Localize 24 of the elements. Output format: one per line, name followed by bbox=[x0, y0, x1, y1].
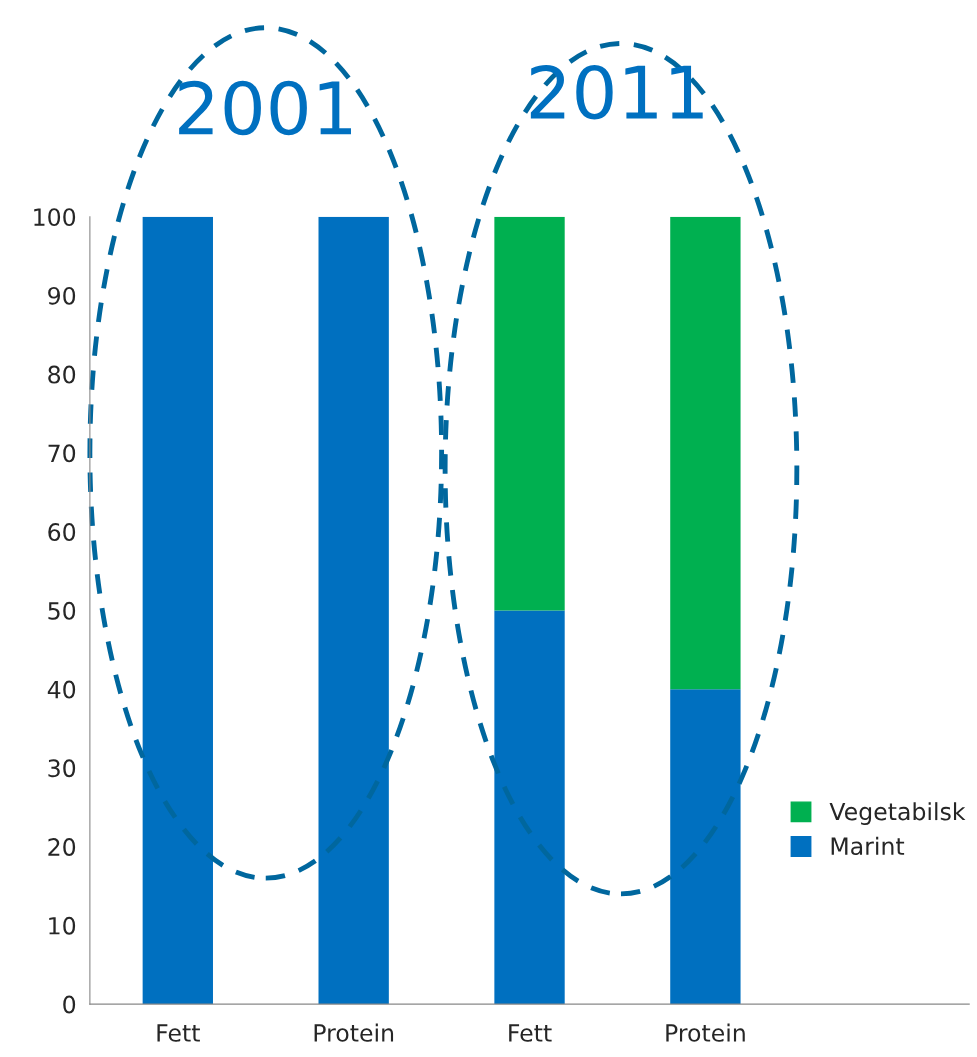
legend-label: Marint bbox=[831, 836, 905, 856]
y-tick-label: 0 bbox=[63, 995, 76, 1014]
y-tick-label: 10 bbox=[49, 916, 76, 935]
bar bbox=[142, 216, 213, 1005]
y-tick-label: 30 bbox=[48, 759, 76, 778]
y-tick-label: 60 bbox=[48, 523, 76, 541]
y-tick-label: 70 bbox=[48, 444, 76, 463]
bar bbox=[494, 216, 565, 611]
y-tick-label: 90 bbox=[48, 286, 76, 305]
x-tick-label: Protein bbox=[666, 1023, 745, 1042]
y-tick-label: 50 bbox=[48, 601, 76, 620]
x-tick-label: Fett bbox=[509, 1024, 552, 1042]
text: 2001 bbox=[179, 80, 351, 136]
y-tick-label: 40 bbox=[47, 680, 76, 699]
bar bbox=[670, 216, 741, 690]
bar bbox=[670, 689, 741, 1005]
bar bbox=[318, 216, 389, 1005]
x-tick-label: Protein bbox=[314, 1023, 394, 1042]
x-tick-label: Fett bbox=[157, 1024, 200, 1042]
bar bbox=[494, 610, 565, 1005]
legend-label: Vegetabilsk bbox=[829, 802, 966, 825]
y-tick-label: 20 bbox=[48, 838, 76, 856]
y-tick-label: 100 bbox=[34, 208, 76, 226]
y-tick-label: 80 bbox=[48, 365, 76, 384]
